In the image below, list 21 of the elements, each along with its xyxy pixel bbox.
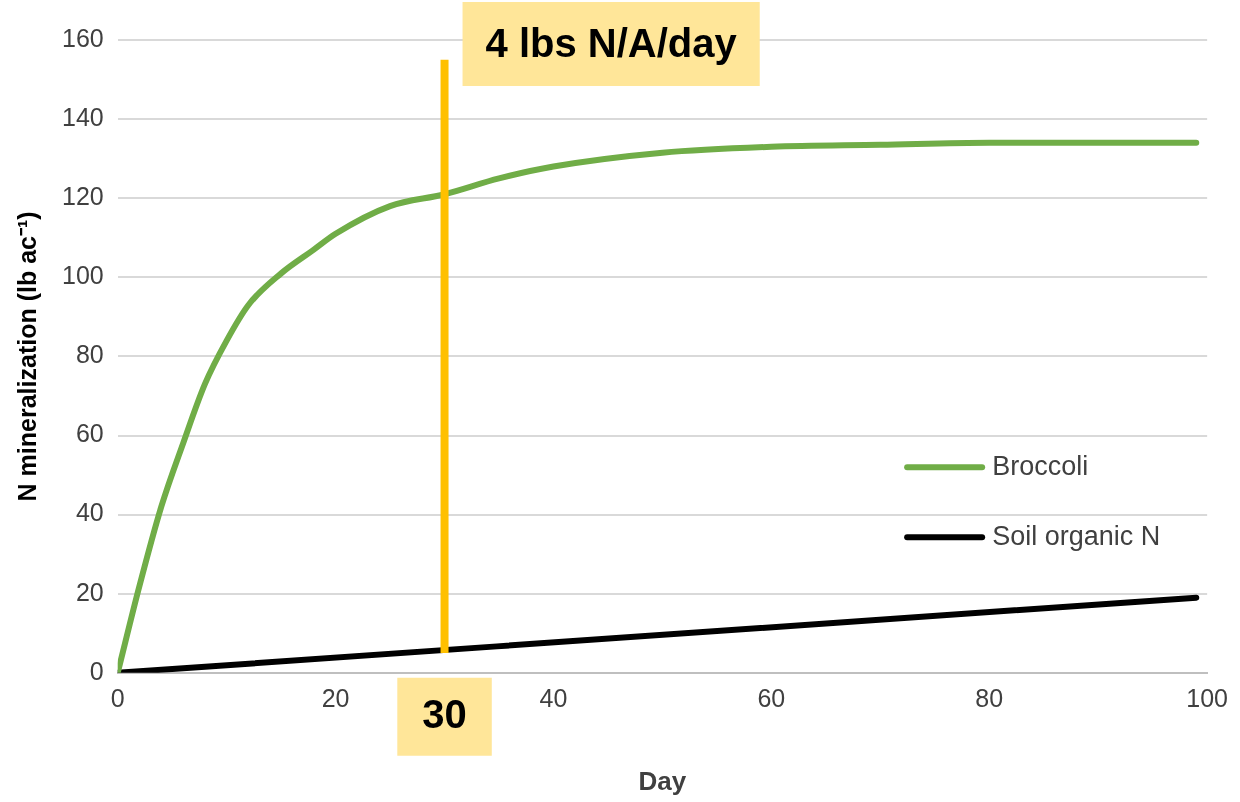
y-tick-label: 160 [61,23,104,52]
legend-label: Soil organic N [992,520,1161,551]
x-tick-label: 100 [1186,683,1228,712]
x-axis-title: Day [638,765,687,796]
x-tick-label: 0 [110,683,125,712]
y-tick-label: 60 [75,419,104,448]
y-tick-label: 40 [75,498,104,527]
y-tick-label: 140 [61,102,104,131]
y-tick-label: 120 [61,182,104,211]
x-tick-label: 40 [539,683,568,712]
ref-line-label: 30 [422,691,467,736]
annotation: 4 lbs N/A/day [485,21,738,66]
x-tick-label: 80 [975,683,1004,712]
y-tick-label: 0 [89,656,104,685]
y-tick-label: 100 [61,261,104,290]
legend-label: Broccoli [992,450,1089,481]
y-axis-title: N mineralization (lb ac⁻¹) [12,211,41,502]
y-tick-label: 80 [75,340,104,369]
y-tick-label: 20 [75,577,104,606]
x-tick-label: 60 [757,683,786,712]
x-tick-label: 20 [321,683,350,712]
